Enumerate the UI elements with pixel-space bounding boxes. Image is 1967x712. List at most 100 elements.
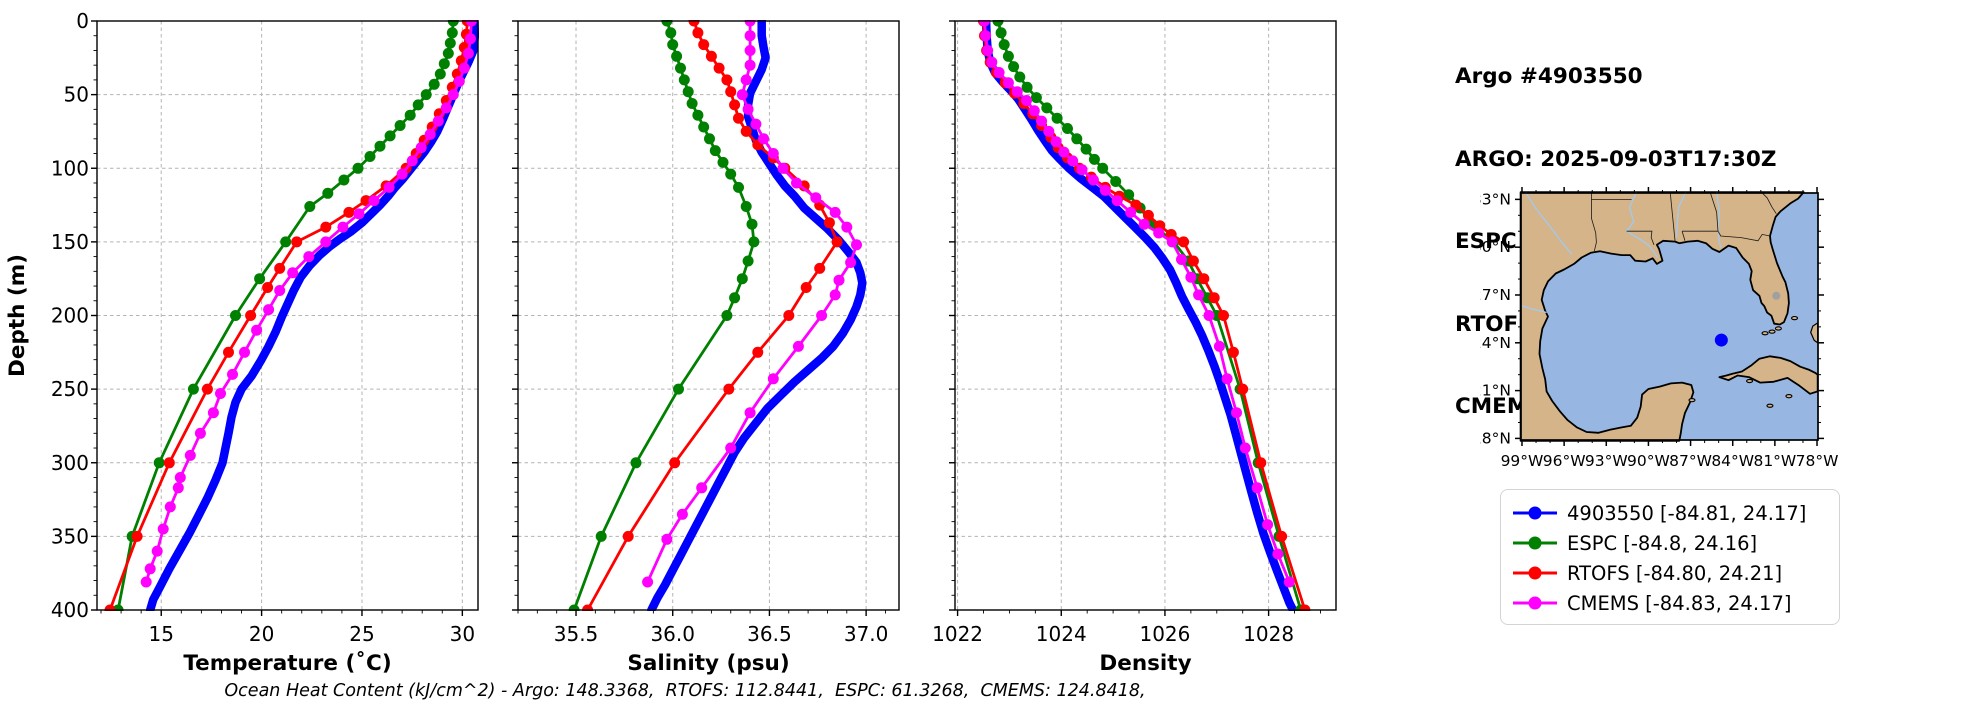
data-point-marker — [748, 236, 760, 248]
data-point-marker — [1239, 442, 1251, 454]
data-point-marker — [1198, 273, 1210, 285]
data-point-marker — [444, 37, 456, 49]
map-island — [1766, 403, 1774, 408]
data-point-marker — [1051, 112, 1063, 124]
data-point-marker — [251, 324, 263, 336]
map-lon-label: 78°W — [1796, 452, 1839, 470]
map-lon-label: 93°W — [1585, 452, 1628, 470]
data-point-marker — [453, 75, 465, 87]
map-state-border — [1591, 192, 1597, 252]
map-lon-label: 90°W — [1627, 452, 1670, 470]
data-point-marker — [415, 142, 427, 154]
figure-title: Argo #4903550 — [1455, 64, 1643, 89]
data-point-marker — [274, 285, 286, 296]
data-point-marker — [698, 39, 710, 51]
legend-line-marker — [1513, 566, 1557, 580]
map-state-border — [1761, 191, 1777, 214]
legend-label: ESPC [-84.8, 24.16] — [1567, 531, 1758, 555]
map-island — [1785, 394, 1793, 399]
map-frame — [1520, 192, 1819, 441]
data-point-marker — [1283, 576, 1295, 588]
data-point-marker — [698, 121, 710, 133]
data-point-marker — [1221, 373, 1233, 385]
depth-tick-label: 100 — [51, 156, 89, 180]
data-point-marker — [1187, 255, 1199, 267]
data-point-marker — [1002, 50, 1014, 62]
legend-entry: ESPC [-84.8, 24.16] — [1511, 528, 1829, 558]
data-point-marker — [792, 340, 804, 352]
data-point-marker — [227, 368, 238, 380]
data-point-marker — [1251, 482, 1263, 494]
data-point-marker — [438, 58, 450, 70]
data-point-marker — [151, 545, 163, 557]
legend-entry: 4903550 [-84.81, 24.17] — [1511, 498, 1829, 528]
data-point-marker — [630, 457, 642, 469]
map-island — [1761, 331, 1769, 336]
data-point-marker — [1166, 236, 1178, 248]
data-point-marker — [263, 304, 275, 316]
data-point-marker — [823, 217, 835, 229]
map-river — [1675, 191, 1687, 238]
data-point-marker — [464, 33, 476, 45]
data-point-marker — [1099, 184, 1111, 196]
legend-line-marker — [1513, 536, 1557, 550]
data-point-marker — [207, 407, 219, 419]
series-cmems — [979, 20, 1295, 588]
data-point-marker — [750, 118, 762, 130]
data-point-marker — [667, 39, 679, 51]
legend-entry: RTOFS [-84.80, 24.21] — [1511, 558, 1829, 588]
data-point-marker — [320, 221, 332, 233]
depth-tick-label: 150 — [51, 230, 89, 254]
map-island — [1746, 378, 1754, 384]
data-point-marker — [274, 262, 286, 274]
data-point-marker — [993, 67, 1005, 78]
x-tick-label: 36.0 — [650, 622, 695, 646]
data-point-marker — [777, 162, 789, 174]
x-tick-label: 37.0 — [844, 622, 889, 646]
data-point-marker — [172, 482, 184, 494]
data-point-marker — [829, 206, 841, 218]
data-point-marker — [374, 140, 386, 152]
data-point-marker — [721, 310, 733, 321]
data-point-marker — [223, 346, 234, 358]
map-state-border — [1709, 192, 1719, 232]
data-point-marker — [1255, 457, 1267, 469]
data-point-marker — [394, 120, 406, 131]
data-point-marker — [1036, 115, 1048, 127]
timestamp-argo: ARGO: 2025-09-03T17:30Z — [1455, 146, 1777, 172]
data-point-marker — [676, 508, 688, 520]
data-point-marker — [384, 130, 396, 142]
data-point-marker — [140, 576, 152, 588]
data-point-marker — [829, 289, 841, 301]
data-point-marker — [733, 181, 744, 193]
data-point-marker — [742, 103, 754, 115]
data-point-marker — [1110, 176, 1122, 187]
depth-tick-label: 200 — [51, 304, 89, 328]
data-point-marker — [428, 78, 440, 90]
data-point-marker — [723, 383, 735, 395]
data-point-marker — [337, 221, 349, 233]
series-espc — [568, 20, 760, 611]
gulf-of-mexico-map: 99°W96°W93°W90°W87°W84°W81°W78°W 33°N 30°N… — [1480, 187, 1839, 470]
data-point-marker — [744, 59, 756, 71]
panel-salinity: 35.5 36.0 36.5 37.0 Salinity (psu) — [512, 20, 900, 676]
map-island — [1790, 315, 1799, 321]
map-state-border — [1681, 231, 1686, 241]
data-point-marker — [304, 201, 316, 212]
data-point-marker — [1176, 254, 1187, 265]
data-point-marker — [692, 27, 704, 39]
depth-tick-label: 50 — [64, 83, 89, 107]
data-point-marker — [1203, 310, 1215, 321]
data-point-marker — [669, 457, 681, 469]
data-point-marker — [194, 427, 206, 439]
data-point-marker — [744, 30, 756, 42]
data-point-marker — [343, 206, 355, 218]
data-point-marker — [287, 267, 299, 279]
data-point-marker — [1080, 143, 1092, 155]
data-point-marker — [831, 236, 843, 248]
map-island — [1688, 398, 1696, 403]
depth-tick-label: 350 — [51, 524, 89, 548]
data-point-marker — [1276, 530, 1288, 542]
legend-entry: CMEMS [-84.83, 24.17] — [1511, 588, 1829, 618]
data-point-marker — [1041, 102, 1053, 114]
